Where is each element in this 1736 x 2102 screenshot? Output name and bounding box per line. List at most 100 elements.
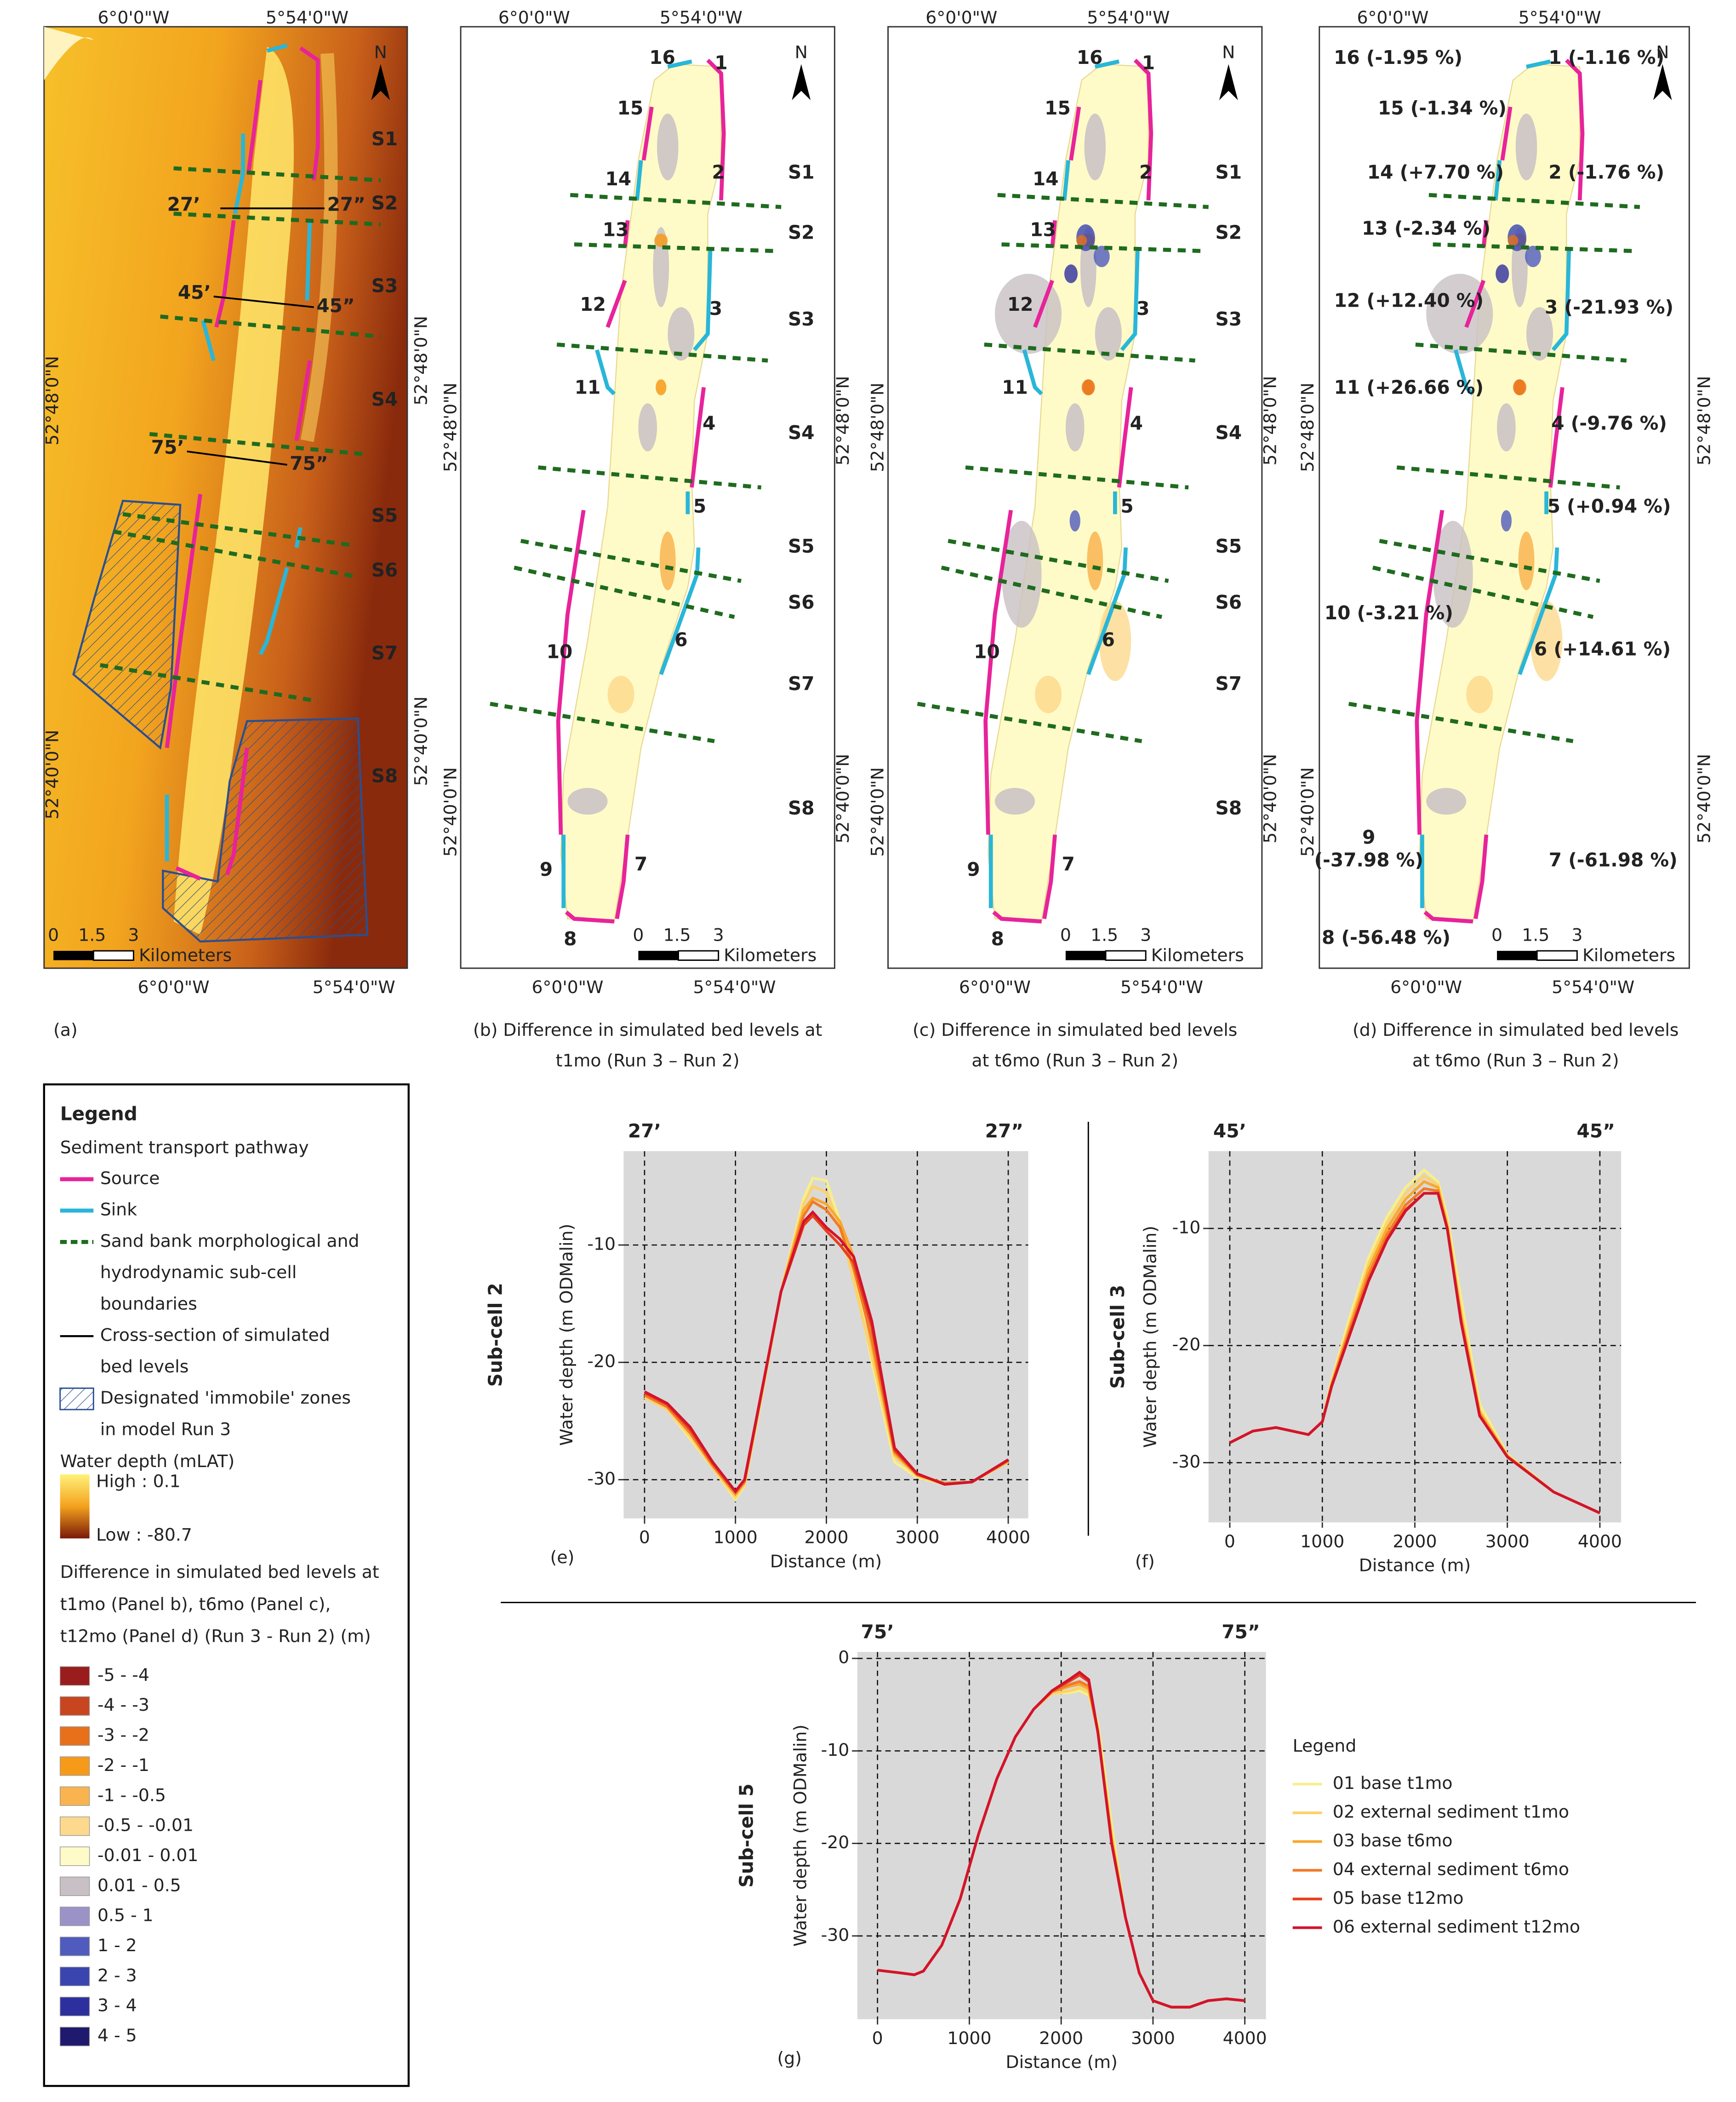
pathway-label: 10: [547, 640, 573, 663]
bed-change: [1515, 113, 1537, 181]
lon-label: 6°0'0"W: [138, 977, 210, 997]
subcell-boundary: [1428, 193, 1640, 209]
north-arrow: [1653, 64, 1672, 100]
pathway-label: 6: [1102, 628, 1115, 651]
scale-bar: [638, 951, 679, 960]
pathway-label: 3: [1136, 297, 1149, 320]
legend-label: -2 - -1: [97, 1755, 149, 1775]
north-arrow: [792, 64, 811, 100]
subcell-label: S2: [1215, 221, 1242, 243]
legend-swatch: [59, 2027, 90, 2046]
x-tick-label: 0: [1224, 1531, 1235, 1551]
pathway: [556, 509, 586, 835]
bed-change: [1496, 264, 1509, 283]
lat-label: 52°48'0"N: [1260, 376, 1280, 466]
section-label: 75”: [290, 452, 328, 474]
scale-label: 3: [128, 925, 139, 945]
subcell-label: S4: [788, 422, 815, 444]
y-axis-label: Water depth (m ODMalin): [790, 1725, 810, 1947]
subcell-boundary: [556, 343, 768, 363]
pathway-label: 8: [991, 928, 1004, 950]
y-tick-label: -30: [821, 1925, 850, 1945]
legend-swatch: [59, 1666, 90, 1686]
scale-label: 0: [633, 925, 644, 945]
lon-label: 6°0'0"W: [531, 977, 603, 997]
pathway-label: 7: [634, 853, 647, 875]
subcell-boundary: [997, 193, 1209, 209]
lon-label: 6°0'0"W: [498, 7, 570, 28]
immobile-zone: [162, 717, 369, 943]
lon-label: 5°54'0"W: [1552, 977, 1634, 997]
lon-label: 5°54'0"W: [1120, 977, 1203, 997]
subcell-label: S1: [371, 128, 398, 150]
x-axis-label: Distance (m): [770, 1551, 882, 1571]
subcell-boundary: [1001, 242, 1205, 253]
legend-swatch: [59, 1786, 90, 1806]
side-label: Sub-cell 3: [1107, 1285, 1129, 1388]
legend-title: Legend: [60, 1102, 137, 1125]
bed-change: [1095, 307, 1122, 361]
bed-change: [1526, 307, 1553, 361]
pathway: [1022, 349, 1043, 396]
bed-change: [1035, 675, 1062, 714]
pathway-label: 3: [709, 297, 722, 320]
pathway: [623, 220, 630, 247]
scale-label: 1.5: [1522, 925, 1549, 945]
pathway: [1565, 58, 1585, 200]
subcell-label: S4: [371, 388, 398, 410]
section-label: 27”: [985, 1120, 1023, 1142]
bed-change: [659, 531, 676, 590]
pathway-label: 14: [1033, 168, 1059, 190]
subcell-label: S2: [371, 192, 398, 214]
pathway: [992, 910, 1042, 924]
bed-change: [1069, 510, 1080, 532]
pathway: [641, 106, 654, 161]
lon-label: 5°54'0"W: [266, 7, 348, 28]
caption: (c) Difference in simulated bed levels: [913, 1020, 1237, 1040]
side-label: Sub-cell 5: [736, 1783, 758, 1887]
legend-swatch: [59, 1876, 90, 1896]
y-tick-label: -20: [821, 1832, 850, 1852]
lon-label: 5°54'0"W: [1087, 7, 1170, 28]
legend-label: 04 external sediment t6mo: [1333, 1859, 1569, 1879]
pathways-a: [165, 43, 320, 881]
legend-label: Sink: [100, 1200, 137, 1220]
bed-change: [994, 788, 1035, 815]
legend-label: 03 base t6mo: [1333, 1830, 1453, 1851]
panel-label: (g): [777, 2048, 801, 2068]
bed-change: [567, 788, 608, 815]
pathway: [1133, 58, 1154, 200]
bed-change: [1001, 520, 1042, 628]
shoal: [44, 27, 94, 80]
pathway-label: 15: [617, 97, 644, 119]
bed-change: [668, 307, 695, 361]
section-label: 45”: [1577, 1120, 1615, 1142]
pathway-label: 2 (-1.76 %): [1548, 161, 1664, 183]
pathway: [1473, 834, 1489, 920]
pathway-label: 9: [967, 858, 980, 880]
lat-label: 52°40'0"N: [833, 754, 853, 844]
north-label: N: [1656, 42, 1669, 63]
pathway-label: 4: [702, 412, 715, 434]
pathway: [615, 834, 630, 920]
scale-label: 1.5: [78, 925, 106, 945]
pathway: [1042, 834, 1057, 920]
bed-change: [638, 403, 657, 451]
lon-label: 6°0'0"W: [1357, 7, 1429, 28]
subcell-boundary: [570, 193, 782, 209]
legend-label: -0.01 - 0.01: [97, 1845, 198, 1865]
x-axis-label: Distance (m): [1359, 1555, 1471, 1576]
subcell-boundary: [1415, 343, 1627, 363]
pathway-label: 13 (-2.34 %): [1362, 217, 1490, 240]
bed-change: [654, 234, 668, 247]
north-arrow: [1219, 64, 1238, 100]
section-label: 27’: [167, 193, 200, 215]
pathway-label: 14: [605, 168, 632, 190]
legend-swatch: [59, 1966, 90, 1986]
bed-change: [1525, 246, 1541, 267]
bed-change: [1426, 788, 1467, 815]
y-axis-label: Water depth (m ODMalin): [556, 1224, 577, 1446]
legend-heading: Difference in simulated bed levels at: [60, 1562, 379, 1582]
scale-label: 3: [1140, 925, 1151, 945]
